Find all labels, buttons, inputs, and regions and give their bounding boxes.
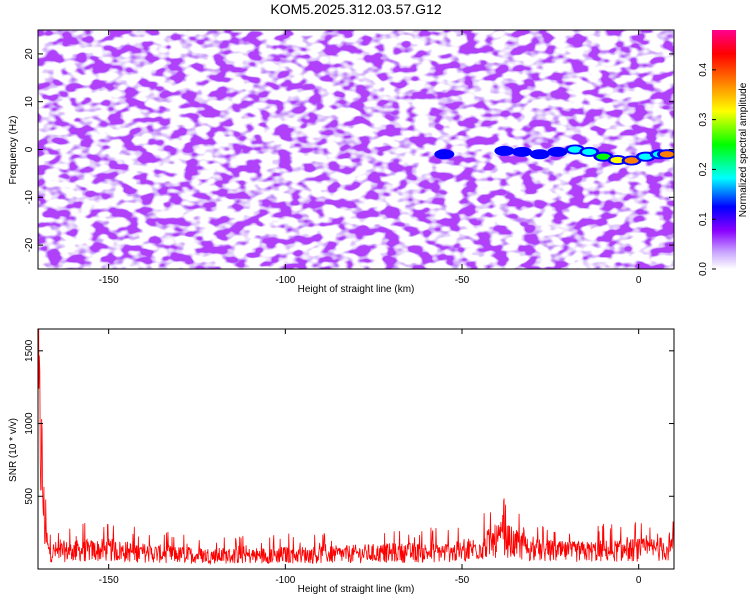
signal-blob: [582, 148, 597, 156]
signal-blob: [568, 146, 583, 153]
snr-frame: [37, 328, 675, 570]
chart-title: KOM5.2025.312.03.57.G12: [270, 1, 441, 17]
x-tick-label: -150: [99, 275, 119, 286]
snr-plot-area: [38, 329, 674, 569]
signal-blob: [659, 151, 674, 158]
y-tick-label: 10: [24, 96, 35, 108]
colorbar-tick-label: 0.2: [698, 162, 709, 176]
signal-blob: [624, 157, 639, 164]
bottom-x-ticks: -150 -100 -50 0: [99, 329, 642, 586]
top-x-axis-label: Height of straight line (km): [298, 284, 415, 295]
colorbar-tick-label: 0.3: [698, 112, 709, 126]
x-tick-label: -100: [275, 275, 295, 286]
y-tick-label: 0: [24, 146, 35, 152]
signal-track: [434, 144, 674, 166]
y-tick-label: -20: [24, 237, 35, 252]
y-tick-label: 20: [24, 48, 35, 60]
signal-blob: [638, 153, 653, 160]
y-tick-label: 1500: [24, 339, 35, 362]
signal-blob: [437, 151, 452, 158]
signal-blob: [497, 147, 512, 155]
colorbar-tick-label: 0.0: [698, 262, 709, 276]
signal-blob: [610, 156, 625, 164]
snr-series-line: [38, 329, 674, 566]
snr-panel: -150 -100 -50 0 500 1000 1500 Height of strai…: [8, 328, 675, 595]
colorbar-ticks: 0.0 0.1 0.2 0.3 0.4: [698, 62, 716, 276]
signal-blob: [596, 153, 611, 160]
colorbar: 0.0 0.1 0.2 0.3 0.4 Normalized spectral ampl…: [698, 30, 749, 276]
x-tick-label: -50: [455, 575, 470, 586]
x-tick-label: 0: [636, 275, 642, 286]
colorbar-gradient: [712, 30, 736, 269]
y-tick-label: -10: [24, 190, 35, 205]
colorbar-tick-label: 0.4: [698, 62, 709, 76]
y-tick-label: 500: [24, 487, 35, 504]
x-tick-label: -100: [275, 575, 295, 586]
y-tick-label: 1000: [24, 412, 35, 435]
bottom-y-ticks: 500 1000 1500: [24, 339, 674, 505]
x-tick-label: -150: [99, 575, 119, 586]
top-y-ticks: -20 -10 0 10 20: [24, 48, 674, 252]
bottom-y-axis-label: SNR (10 * v/v): [8, 418, 19, 482]
signal-blob: [515, 148, 530, 156]
top-x-ticks: -150 -100 -50 0: [99, 30, 642, 286]
colorbar-label: Normalized spectral amplitude: [738, 82, 749, 217]
x-tick-label: -50: [455, 275, 470, 286]
colorbar-tick-label: 0.1: [698, 212, 709, 226]
x-tick-label: 0: [636, 575, 642, 586]
top-y-axis-label: Frequency (Hz): [8, 116, 19, 185]
signal-blob: [532, 151, 547, 158]
bottom-x-axis-label: Height of straight line (km): [298, 584, 415, 595]
signal-blob: [550, 148, 565, 156]
